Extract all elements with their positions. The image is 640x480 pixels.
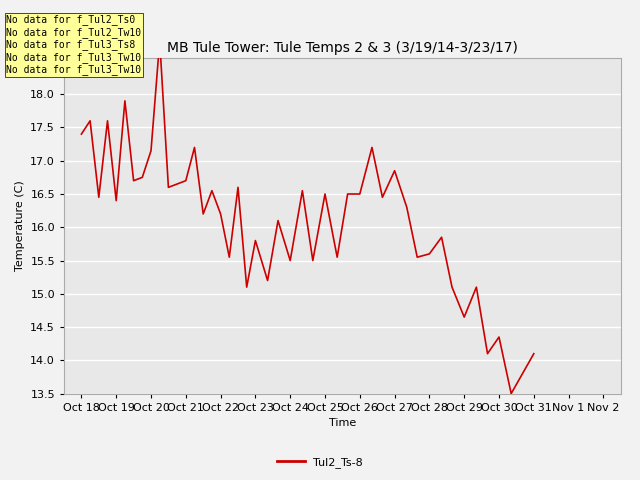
Y-axis label: Temperature (C): Temperature (C) <box>15 180 25 271</box>
Title: MB Tule Tower: Tule Temps 2 & 3 (3/19/14-3/23/17): MB Tule Tower: Tule Temps 2 & 3 (3/19/14… <box>167 41 518 55</box>
X-axis label: Time: Time <box>329 418 356 428</box>
Text: No data for f_Tul2_Ts0
No data for f_Tul2_Tw10
No data for f_Tul3_Ts8
No data fo: No data for f_Tul2_Ts0 No data for f_Tul… <box>6 14 141 75</box>
Legend: Tul2_Ts-8: Tul2_Ts-8 <box>273 452 367 472</box>
